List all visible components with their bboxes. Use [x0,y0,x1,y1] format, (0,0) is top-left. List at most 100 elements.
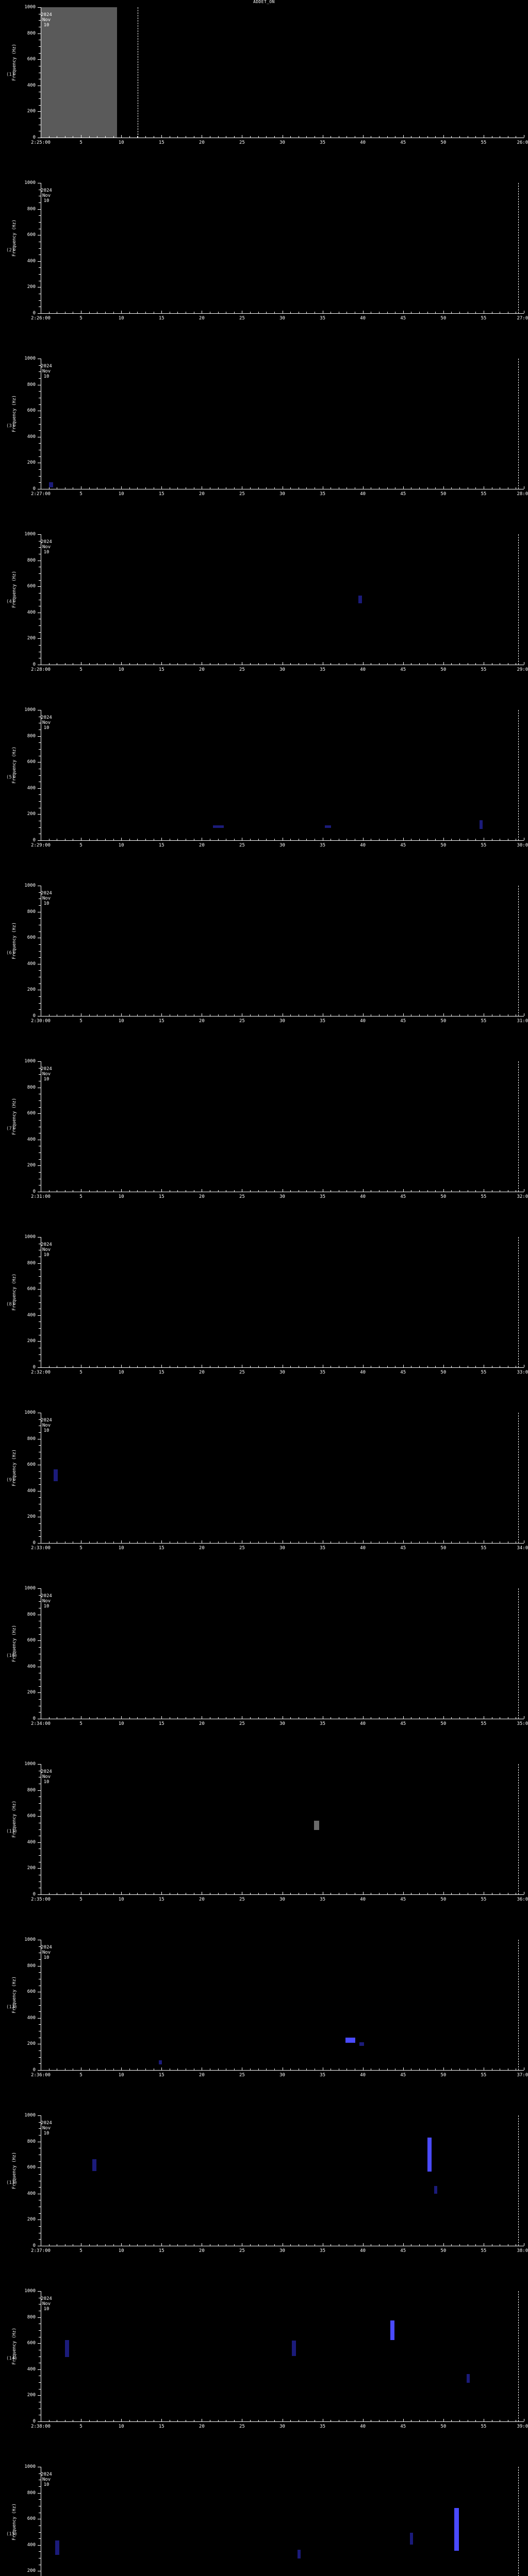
y-axis-tick-label: 200 [27,636,36,641]
x-axis-tick [443,135,444,138]
plot-area[interactable] [41,2467,524,2576]
spectrogram-panel[interactable]: (11) Frequency (Hz) 0 200 400 600 800 1000 2:35:… [0,1761,528,1937]
x-axis-minor-tick [290,2069,291,2070]
y-axis-tick-label: 200 [27,1338,36,1344]
spectrogram-panel[interactable]: (5) Frequency (Hz) 0 200 400 600 800 1000 2:29:0… [0,707,528,883]
plot-area[interactable] [41,710,524,840]
x-axis-tick-label: 35:00 [517,1721,528,1726]
x-axis-minor-tick [89,2069,90,2070]
spectrogram-panel[interactable]: (15)Frequency (Hz)020040060080010002:39:… [0,2464,528,2576]
plot-area[interactable] [41,1413,524,1543]
x-axis-tick-label: 20 [199,1546,205,1551]
spectrogram-panel[interactable]: (3) Frequency (Hz) 0 200 400 600 800 1000 2:27:0… [0,355,528,531]
spectrogram-panel[interactable]: (2) Frequency (Hz) 0 200 400 600 800 1000 2:26:0… [0,180,528,355]
x-axis-minor-tick [387,1190,388,1192]
y-axis-tick [38,2291,41,2292]
plot-area[interactable] [41,359,524,489]
spectrogram-panel[interactable]: (10) Frequency (Hz) 0 200 400 600 800 1000 2:34:… [0,1585,528,1761]
x-axis-minor-tick [346,1014,348,1016]
x-axis-date-label: 2024 Nov 10 [41,188,52,204]
x-axis: 2:36:00 5 10 15 20 25 30 35 40 45 50 55 37:00 [31,2067,528,2078]
plot-area[interactable] [41,2115,524,2246]
spectrogram-image [41,1061,524,1192]
x-axis-minor-tick [346,2244,348,2246]
plot-area[interactable] [41,1588,524,1719]
y-axis-tick [38,209,41,210]
x-axis-minor-tick [218,663,219,665]
x-axis-minor-tick [129,2069,130,2070]
segment-boundary-line [518,2291,519,2421]
y-axis-tick [38,59,41,60]
x-axis-minor-tick [290,1014,291,1016]
plot-area[interactable] [41,1237,524,1367]
plot-area[interactable] [41,1061,524,1192]
x-axis-minor-tick [129,839,130,840]
y-axis-tick [38,534,41,535]
y-axis-tick [38,2369,41,2370]
spectrogram-panel[interactable]: (6) Frequency (Hz) 0 200 400 600 800 1000 2:30:0… [0,883,528,1058]
spectrogram-panel[interactable]: (7) Frequency (Hz) 0 200 400 600 800 1000 2:31:0… [0,1058,528,1234]
spectral-feature [410,2532,414,2545]
x-axis-date-label: 2024 Nov 10 [41,2121,52,2136]
x-axis-minor-tick [475,1717,476,1719]
x-axis-minor-tick [306,663,307,665]
x-axis-minor-tick [378,2420,380,2421]
spectrogram-panel[interactable]: (12) Frequency (Hz) 0 200 400 600 800 1000 2:36:… [0,1937,528,2112]
x-axis-tick-label: 45 [400,492,406,497]
x-axis-minor-tick [137,2420,138,2421]
plot-area[interactable] [41,183,524,313]
x-axis-minor-tick [306,487,307,489]
x-axis-tick-label: 5 [79,492,82,497]
x-axis-tick-label: 2:32:00 [31,1370,51,1375]
x-axis-minor-tick [129,1366,130,1367]
spectrogram-panel[interactable]: (13) Frequency (Hz) 0 200 400 600 800 1000 2:37:… [0,2112,528,2288]
spectrogram-panel[interactable]: (4) Frequency (Hz) 0 200 400 600 800 1000 2:28:0… [0,531,528,707]
y-axis-minor-tick [39,1074,41,1075]
panel-index-label: (12) [6,2005,18,2010]
plot-area[interactable] [41,2291,524,2421]
spectrogram-panel[interactable]: (9) Frequency (Hz) 0 200 400 600 800 1000 2:33:0… [0,1410,528,1585]
x-axis-tick-label: 15 [158,492,164,497]
y-axis-tick [38,586,41,587]
spectrogram-panel[interactable]: (1) Frequency (Hz) 0 200 400 600 800 1000 2:25:0… [0,4,528,180]
x-axis-minor-tick [129,2244,130,2246]
x-axis-minor-tick [435,1717,436,1719]
x-axis-minor-tick [129,663,130,665]
spectrogram-panel[interactable]: (14) Frequency (Hz) 0 200 400 600 800 1000 2:38:… [0,2288,528,2464]
y-axis-minor-tick [39,1601,41,1602]
plot-area[interactable] [41,886,524,1016]
x-axis-minor-tick [250,839,251,840]
plot-area[interactable] [41,1764,524,1894]
x-axis-minor-tick [274,312,275,313]
plot-area[interactable] [41,534,524,665]
x-axis-minor-tick [48,1541,50,1543]
x-axis-tick-label: 30 [279,492,285,497]
segment-boundary-line [518,1237,519,1367]
x-axis-minor-tick [48,1893,50,1894]
x-axis-minor-tick [346,2420,348,2421]
x-axis-tick-label: 30:00 [517,843,528,848]
x-axis-minor-tick [378,487,380,489]
plot-area[interactable] [41,7,524,138]
x-axis-tick-label: 10 [118,140,124,145]
x-axis-minor-tick [306,1893,307,1894]
x-axis-minor-tick [435,487,436,489]
x-axis-minor-tick [258,312,259,313]
x-axis-tick-label: 55 [481,667,487,672]
x-axis-tick [403,135,404,138]
x-axis-tick [362,1365,364,1367]
x-axis-minor-tick [218,136,219,138]
y-axis-minor-tick [39,801,41,802]
x-axis-tick-label: 50 [440,316,447,321]
x-axis-minor-tick [306,136,307,138]
spectrogram-panel[interactable]: (8) Frequency (Hz) 0 200 400 600 800 1000 2:32:0… [0,1234,528,1410]
plot-area[interactable] [41,1940,524,2070]
y-axis-minor-tick [39,2551,41,2552]
y-axis-tick-label: 600 [27,1286,36,1292]
y-axis-tick-label: 800 [27,1963,36,1969]
panel-index-label: (5) [6,775,15,780]
y-axis-tick [38,1692,41,1693]
x-axis-minor-tick [427,312,428,313]
x-axis-minor-tick [459,839,460,840]
x-axis-tick [161,135,162,138]
